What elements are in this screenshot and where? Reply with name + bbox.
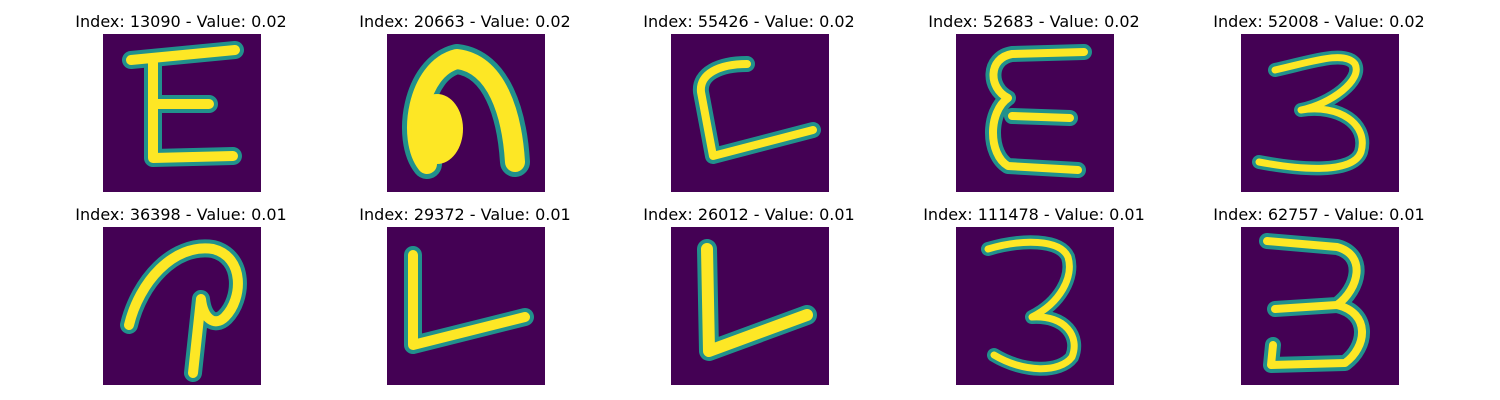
panel-2: Index: 20663 - Value: 0.02 [335,12,595,192]
glyph-image-3 [1241,227,1399,385]
panel-8: Index: 26012 - Value: 0.01 [619,205,879,385]
glyph-image-p [103,227,261,385]
panel-3: Index: 55426 - Value: 0.02 [619,12,879,192]
glyph-image-n [387,34,545,192]
panel-9: Index: 111478 - Value: 0.01 [904,205,1164,385]
panel-1: Index: 13090 - Value: 0.02 [51,12,311,192]
panel-5: Index: 52008 - Value: 0.02 [1189,12,1449,192]
glyph-image-l [387,227,545,385]
glyph-image-l [671,227,829,385]
glyph-image-e [956,34,1114,192]
panel-title: Index: 20663 - Value: 0.02 [359,12,571,31]
glyph-image-l [671,34,829,192]
panel-title: Index: 52008 - Value: 0.02 [1213,12,1425,31]
panel-4: Index: 52683 - Value: 0.02 [904,12,1164,192]
panel-title: Index: 36398 - Value: 0.01 [75,205,287,224]
panel-title: Index: 62757 - Value: 0.01 [1213,205,1425,224]
glyph-image-e [103,34,261,192]
glyph-image-3 [956,227,1114,385]
glyph-image-3 [1241,34,1399,192]
panel-title: Index: 111478 - Value: 0.01 [923,205,1145,224]
panel-title: Index: 52683 - Value: 0.02 [928,12,1140,31]
panel-6: Index: 36398 - Value: 0.01 [51,205,311,385]
panel-title: Index: 29372 - Value: 0.01 [359,205,571,224]
panel-10: Index: 62757 - Value: 0.01 [1189,205,1449,385]
panel-title: Index: 26012 - Value: 0.01 [643,205,855,224]
panel-title: Index: 13090 - Value: 0.02 [75,12,287,31]
panel-title: Index: 55426 - Value: 0.02 [643,12,855,31]
panel-7: Index: 29372 - Value: 0.01 [335,205,595,385]
